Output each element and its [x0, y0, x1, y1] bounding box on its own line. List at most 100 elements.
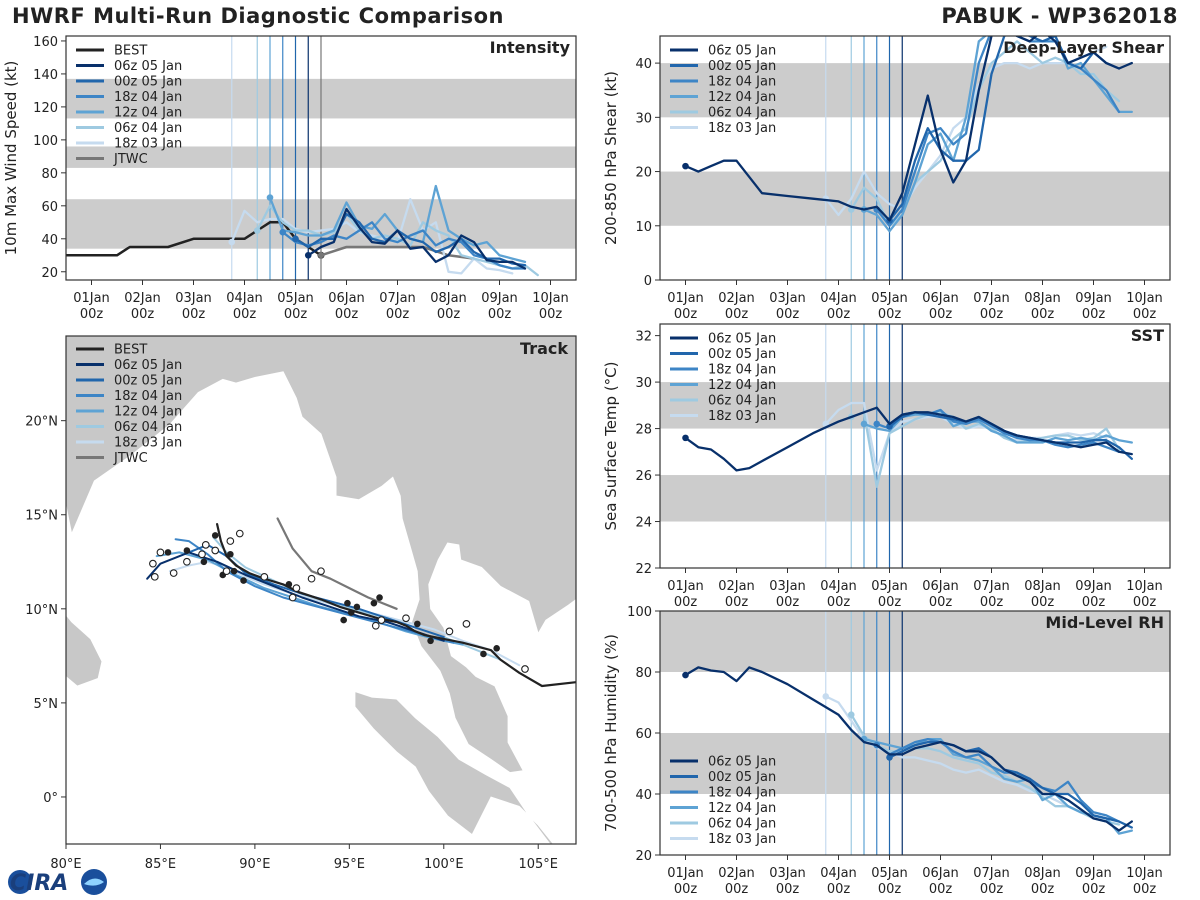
intensity-panel: 20 40 60 80 100 120 140 160 10m Max Wind Speed (… [2, 35, 577, 322]
rh-series-line [684, 666, 1133, 832]
shear-series-start-marker [682, 162, 689, 170]
track-position-open-marker [235, 529, 244, 538]
intensity-xtick-sublabel: 00z [437, 307, 461, 322]
sst-xtick-sublabel: 00z [674, 595, 698, 610]
sst-band [660, 382, 1170, 429]
sst-ytick-label: 28 [635, 423, 652, 438]
track-position-open-marker [260, 572, 269, 581]
track-legend-label: 18z 03 Jan [114, 436, 182, 451]
shear-legend-label: 18z 04 Jan [708, 75, 776, 90]
track-position-open-marker [201, 540, 210, 549]
intensity-ytick-label: 40 [41, 233, 58, 248]
sst-series-start-marker [873, 420, 881, 428]
intensity-series-start-marker [228, 238, 236, 246]
shear-ytick-label: 40 [635, 57, 652, 72]
sst-series-start-marker [682, 434, 689, 442]
shear-title: Deep-Layer Shear [1003, 38, 1164, 57]
sst-legend-label: 06z 05 Jan [708, 332, 776, 347]
sst-xtick-sublabel: 00z [1082, 595, 1106, 610]
intensity-xtick-label: 02Jan [124, 291, 161, 306]
shear-legend-label: 00z 05 Jan [708, 59, 776, 74]
track-legend-label: BEST [114, 343, 147, 358]
rh-series-line [875, 737, 1121, 823]
intensity-xtick-sublabel: 00z [335, 307, 359, 322]
track-ytick-label: 20°N [25, 415, 58, 430]
track-landmass [66, 614, 103, 687]
logo-text: CIRA [10, 871, 68, 896]
track-position-marker [211, 532, 219, 539]
cira-logo: CIRA [8, 869, 107, 896]
track-legend-label: 06z 05 Jan [114, 358, 182, 373]
rh-xtick-label: 02Jan [718, 866, 755, 881]
track-position-open-marker [307, 574, 316, 583]
rh-ytick-label: 20 [635, 849, 652, 864]
track-position-marker [370, 599, 378, 607]
rh-xtick-sublabel: 00z [1031, 882, 1055, 897]
sst-xtick-sublabel: 00z [1133, 595, 1157, 610]
track-xtick-label: 85°E [145, 857, 176, 872]
track-xtick-label: 100°E [424, 857, 464, 872]
shear-frame [659, 35, 1171, 281]
intensity-series-line [256, 204, 539, 277]
shear-xtick-sublabel: 00z [674, 307, 698, 322]
track-position-open-marker [156, 548, 165, 557]
shear-ytick-label: 30 [635, 111, 652, 126]
intensity-plot-area [66, 36, 539, 280]
track-panel: 0° 5°N 10°N 15°N 20°N 80°E 85°E 90°E 95°E 100°E 10… [25, 335, 577, 872]
rh-xtick-label: 04Jan [820, 866, 857, 881]
rh-xtick-label: 09Jan [1075, 866, 1112, 881]
rh-legend-label: 12z 04 Jan [708, 801, 776, 816]
shear-xtick-sublabel: 00z [725, 307, 749, 322]
track-position-marker [240, 577, 247, 584]
track-legend-label: 06z 04 Jan [114, 420, 182, 435]
track-xtick-label: 90°E [239, 857, 270, 872]
track-position-marker [353, 603, 361, 611]
rh-xtick-sublabel: 00z [1082, 882, 1106, 897]
track-position-open-marker [222, 567, 231, 576]
sst-legend-label: 12z 04 Jan [708, 378, 776, 393]
track-position-open-marker [445, 627, 454, 636]
rh-ytick-label: 60 [635, 727, 652, 742]
shear-xtick-sublabel: 00z [980, 307, 1004, 322]
intensity-ytick-label: 80 [41, 167, 58, 182]
rh-xtick-label: 08Jan [1024, 866, 1061, 881]
track-position-open-marker [462, 620, 471, 628]
logo-swirl-icon [84, 878, 104, 886]
sst-ytick-label: 30 [635, 376, 652, 391]
shear-xtick-label: 10Jan [1126, 291, 1163, 306]
track-position-marker [414, 620, 421, 628]
track-position-open-marker [292, 584, 301, 592]
shear-xtick-label: 03Jan [769, 291, 806, 306]
rh-title: Mid-Level RH [1045, 613, 1164, 632]
track-position-open-marker [317, 567, 325, 576]
track-position-open-marker [150, 572, 159, 581]
shear-legend-label: 06z 04 Jan [708, 106, 776, 121]
track-position-open-marker [288, 593, 297, 602]
rh-legend-label: 06z 04 Jan [708, 817, 776, 832]
shear-series-line [888, 36, 1121, 222]
sst-xtick-sublabel: 00z [1031, 595, 1055, 610]
track-position-marker [200, 558, 208, 566]
shear-xtick-label: 07Jan [973, 291, 1010, 306]
sst-title: SST [1131, 326, 1164, 345]
rh-xtick-sublabel: 00z [776, 882, 800, 897]
sst-ytick-label: 24 [635, 516, 652, 531]
shear-xtick-label: 09Jan [1075, 291, 1112, 306]
intensity-xtick-label: 07Jan [379, 291, 416, 306]
shear-xtick-sublabel: 00z [929, 307, 953, 322]
track-best-line [216, 522, 576, 688]
rh-plot-area [682, 611, 1133, 855]
sst-plot-area [682, 324, 1133, 568]
track-position-open-marker [149, 559, 157, 568]
track-position-open-marker [198, 550, 206, 559]
rh-xtick-sublabel: 00z [1133, 882, 1157, 897]
intensity-series-line [307, 207, 527, 270]
intensity-ytick-label: 140 [33, 68, 58, 83]
track-landmass [354, 691, 576, 844]
intensity-xtick-sublabel: 00z [182, 307, 206, 322]
storm-name: PABUK - WP362018 [941, 4, 1178, 28]
sst-xtick-sublabel: 00z [827, 595, 851, 610]
sst-ytick-label: 22 [635, 562, 652, 577]
